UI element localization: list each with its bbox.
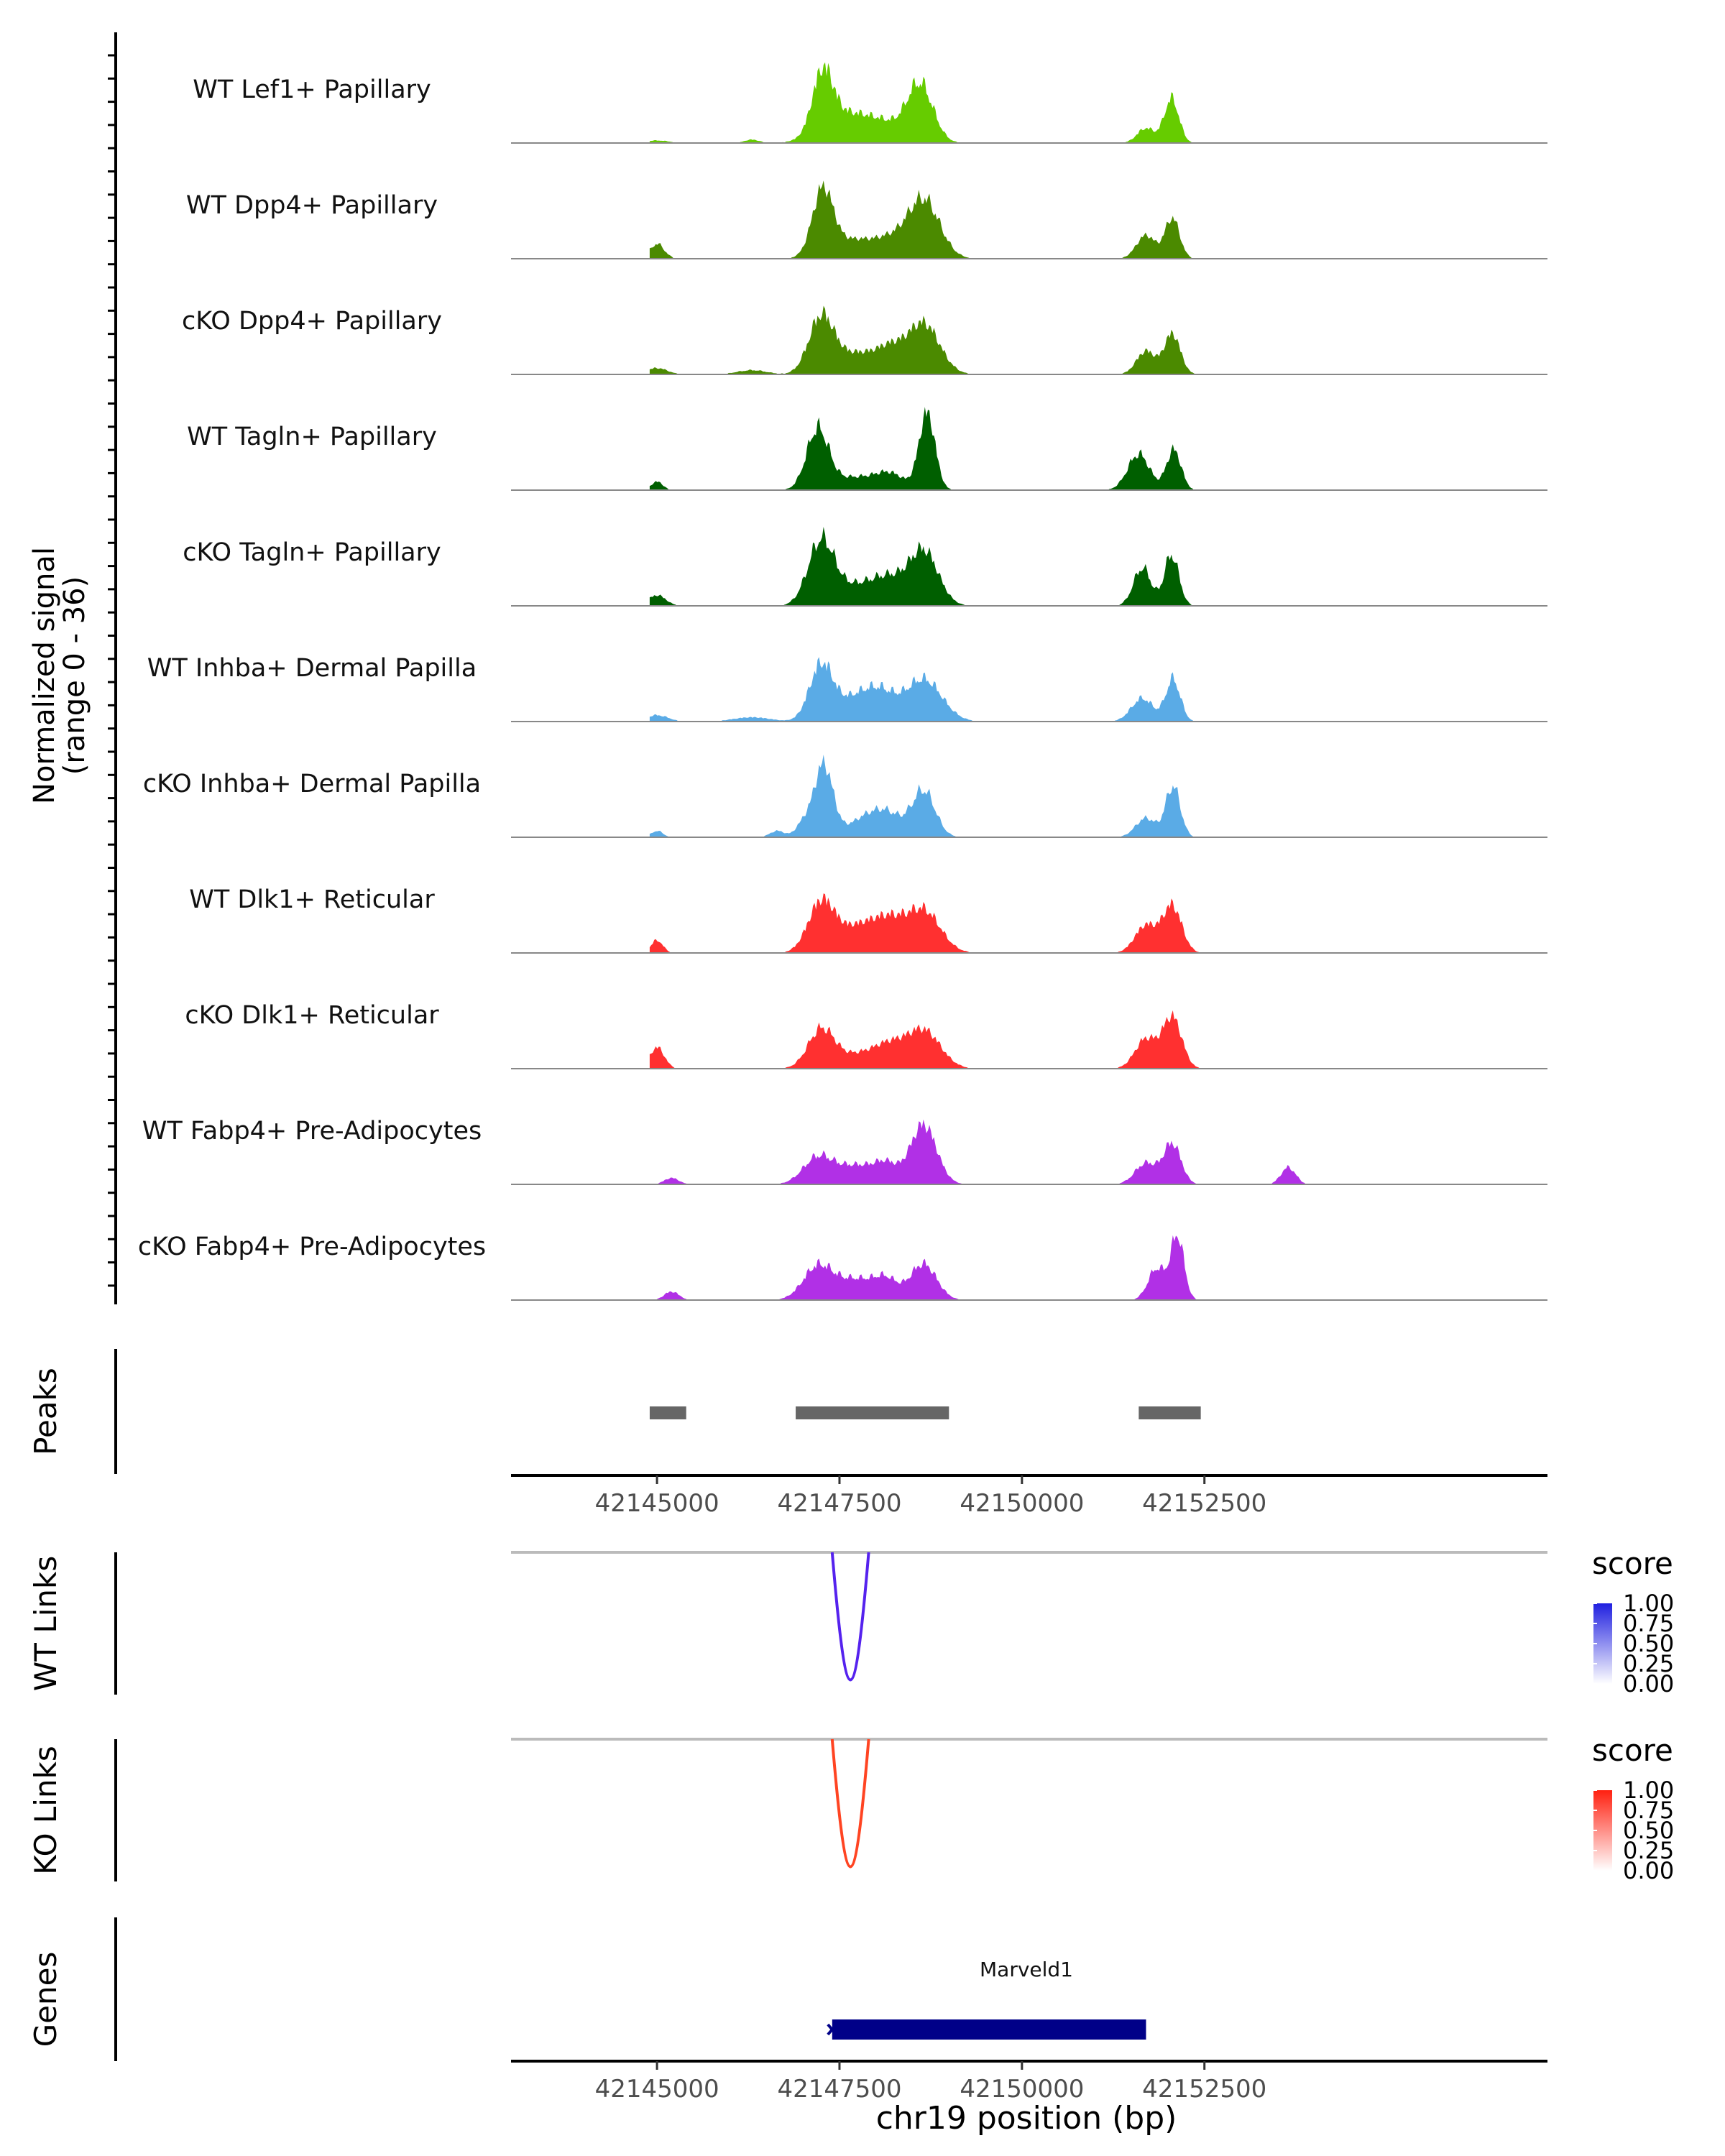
coverage-area <box>649 755 1496 837</box>
links-label: KO Links <box>28 1746 63 1875</box>
track-label: cKO Dlk1+ Reticular <box>185 1001 439 1030</box>
link-arc <box>830 1738 870 1869</box>
x-tick-label: 42145000 <box>595 1489 719 1518</box>
track-label: WT Lef1+ Papillary <box>193 75 431 104</box>
track-label: WT Fabp4+ Pre-Adipocytes <box>142 1117 482 1146</box>
coverage-area <box>649 1119 1496 1184</box>
legend-tick-label: 0.50 <box>1623 1817 1674 1844</box>
x-axis-title: chr19 position (bp) <box>876 2100 1177 2137</box>
links-label: WT Links <box>28 1556 63 1691</box>
x-axis-lower: 42145000 42147500 42150000 42152500 <box>595 2061 1266 2104</box>
gene-annotations: Marveld1 <box>827 1958 1146 2040</box>
coverage-area <box>649 305 1496 374</box>
coverage-area <box>649 407 1496 490</box>
coverage-area <box>649 62 1496 143</box>
x-tick-label: 42147500 <box>777 2075 901 2104</box>
legend-tick-label: 0.75 <box>1623 1797 1674 1824</box>
track-label: WT Inhba+ Dermal Papilla <box>147 654 477 683</box>
track-label: cKO Inhba+ Dermal Papilla <box>143 770 481 798</box>
coverage-area <box>649 1235 1496 1300</box>
coverage-y-axis <box>108 32 117 1304</box>
track-label: cKO Dpp4+ Papillary <box>182 307 442 336</box>
x-tick-label: 42152500 <box>1142 2075 1266 2104</box>
peak-regions <box>649 1406 1201 1419</box>
coverage-tracks: WT Lef1+ Papillary WT Dpp4+ Papillary cKO … <box>138 62 1547 1301</box>
legend-tick-label: 0.50 <box>1623 1630 1674 1657</box>
track-label: WT Dlk1+ Reticular <box>189 885 435 914</box>
genes-label: Genes <box>28 1952 63 2047</box>
legend-tick-label: 1.00 <box>1623 1590 1674 1617</box>
x-tick-label: 42150000 <box>960 1489 1084 1518</box>
legend-tick-label: 0.75 <box>1623 1610 1674 1637</box>
peak-region-bar <box>796 1406 949 1419</box>
link-arc <box>830 1552 870 1682</box>
legend-tick-label: 0.00 <box>1623 1670 1674 1697</box>
track-label: WT Tagln+ Papillary <box>187 423 437 451</box>
legend-tick-label: 0.25 <box>1623 1650 1674 1677</box>
coverage-area <box>649 180 1496 259</box>
x-axis-upper: 42145000 42147500 42150000 42152500 <box>595 1475 1266 1518</box>
legend-title: score <box>1592 1546 1673 1581</box>
peaks-label: Peaks <box>28 1368 63 1455</box>
x-tick-label: 42147500 <box>777 1489 901 1518</box>
track-label: cKO Fabp4+ Pre-Adipocytes <box>138 1233 486 1261</box>
legend-tick-label: 1.00 <box>1623 1777 1674 1804</box>
coverage-y-range: (range 0 - 36) <box>58 576 91 775</box>
track-label: cKO Tagln+ Papillary <box>183 538 441 567</box>
legend-tick-label: 0.25 <box>1623 1837 1674 1864</box>
peak-region-bar <box>1138 1406 1201 1419</box>
gene-name-label: Marveld1 <box>980 1958 1073 1981</box>
coverage-area <box>649 657 1496 722</box>
gene-strand-marker <box>827 2023 838 2036</box>
coverage-area <box>649 527 1496 606</box>
x-tick-label: 42152500 <box>1142 1489 1266 1518</box>
peak-region-bar <box>649 1406 686 1419</box>
x-tick-label: 42150000 <box>960 2075 1084 2104</box>
legend-tick-label: 0.00 <box>1623 1857 1674 1884</box>
coverage-y-label: Normalized signal <box>28 547 61 804</box>
legend-title: score <box>1592 1733 1673 1768</box>
coverage-area <box>649 893 1496 953</box>
coverage-area <box>649 1010 1496 1069</box>
track-label: WT Dpp4+ Papillary <box>186 191 438 220</box>
x-tick-label: 42145000 <box>595 2075 719 2104</box>
gene-body <box>832 2019 1146 2040</box>
